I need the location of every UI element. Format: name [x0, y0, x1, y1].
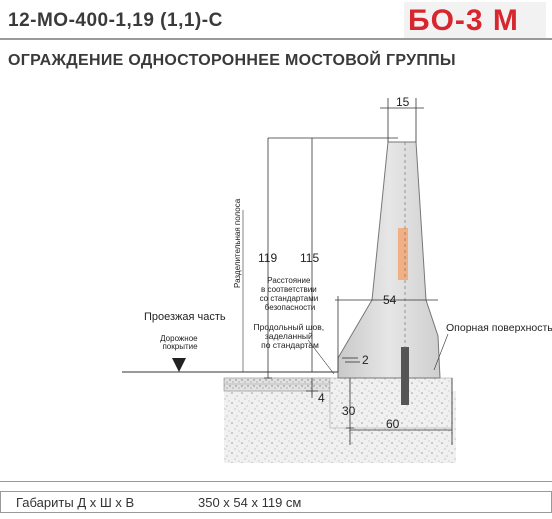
label-distance: Расстояние в соответствии со стандартами…: [260, 276, 321, 312]
road-marker-triangle: [172, 358, 186, 372]
page-title: ОГРАЖДЕНИЕ ОДНОСТОРОННЕЕ МОСТОВОЙ ГРУППЫ: [8, 52, 456, 69]
dim-step-label: 2: [362, 353, 369, 367]
reflective-stripe: [398, 228, 408, 280]
label-seam: Продольный шов, заделанный по стандартам: [254, 322, 327, 350]
barrier-diagram: 15 119 115 Разделительная полоса Расстоя…: [122, 95, 552, 463]
header: 12-МО-400-1,19 (1,1)-С БО-3 М: [0, 0, 552, 40]
dim-road-depth-label: 4: [318, 391, 325, 405]
anchor-rod: [401, 347, 409, 405]
model-name: БО-3 М: [408, 4, 519, 37]
dim-top-width: [380, 98, 424, 142]
dim-base-width-label: 54: [383, 293, 397, 307]
dim-top-width-label: 15: [396, 95, 410, 109]
dimensions-value: 350 х 54 х 119 см: [198, 495, 302, 510]
header-divider: [0, 38, 552, 40]
barrier-body: [337, 141, 441, 379]
label-support-surface: Опорная поверхность: [446, 322, 552, 334]
dim-footing-width-label: 60: [386, 417, 400, 431]
product-code: 12-МО-400-1,19 (1,1)-С: [8, 10, 223, 31]
dim-height-inner-label: 115: [300, 251, 319, 265]
dimensions-label: Габариты Д х Ш х В: [16, 495, 135, 510]
road-surface-layer: [223, 377, 331, 392]
label-dividing-strip: Разделительная полоса: [233, 198, 242, 288]
label-road-surface: Дорожное покрытие: [160, 334, 200, 351]
model-badge: [404, 2, 546, 38]
footer-divider: [0, 481, 552, 482]
dim-embed-depth-label: 30: [342, 404, 356, 418]
label-carriageway: Проезжая часть: [144, 311, 226, 323]
dim-height-total-label: 119: [258, 251, 277, 265]
